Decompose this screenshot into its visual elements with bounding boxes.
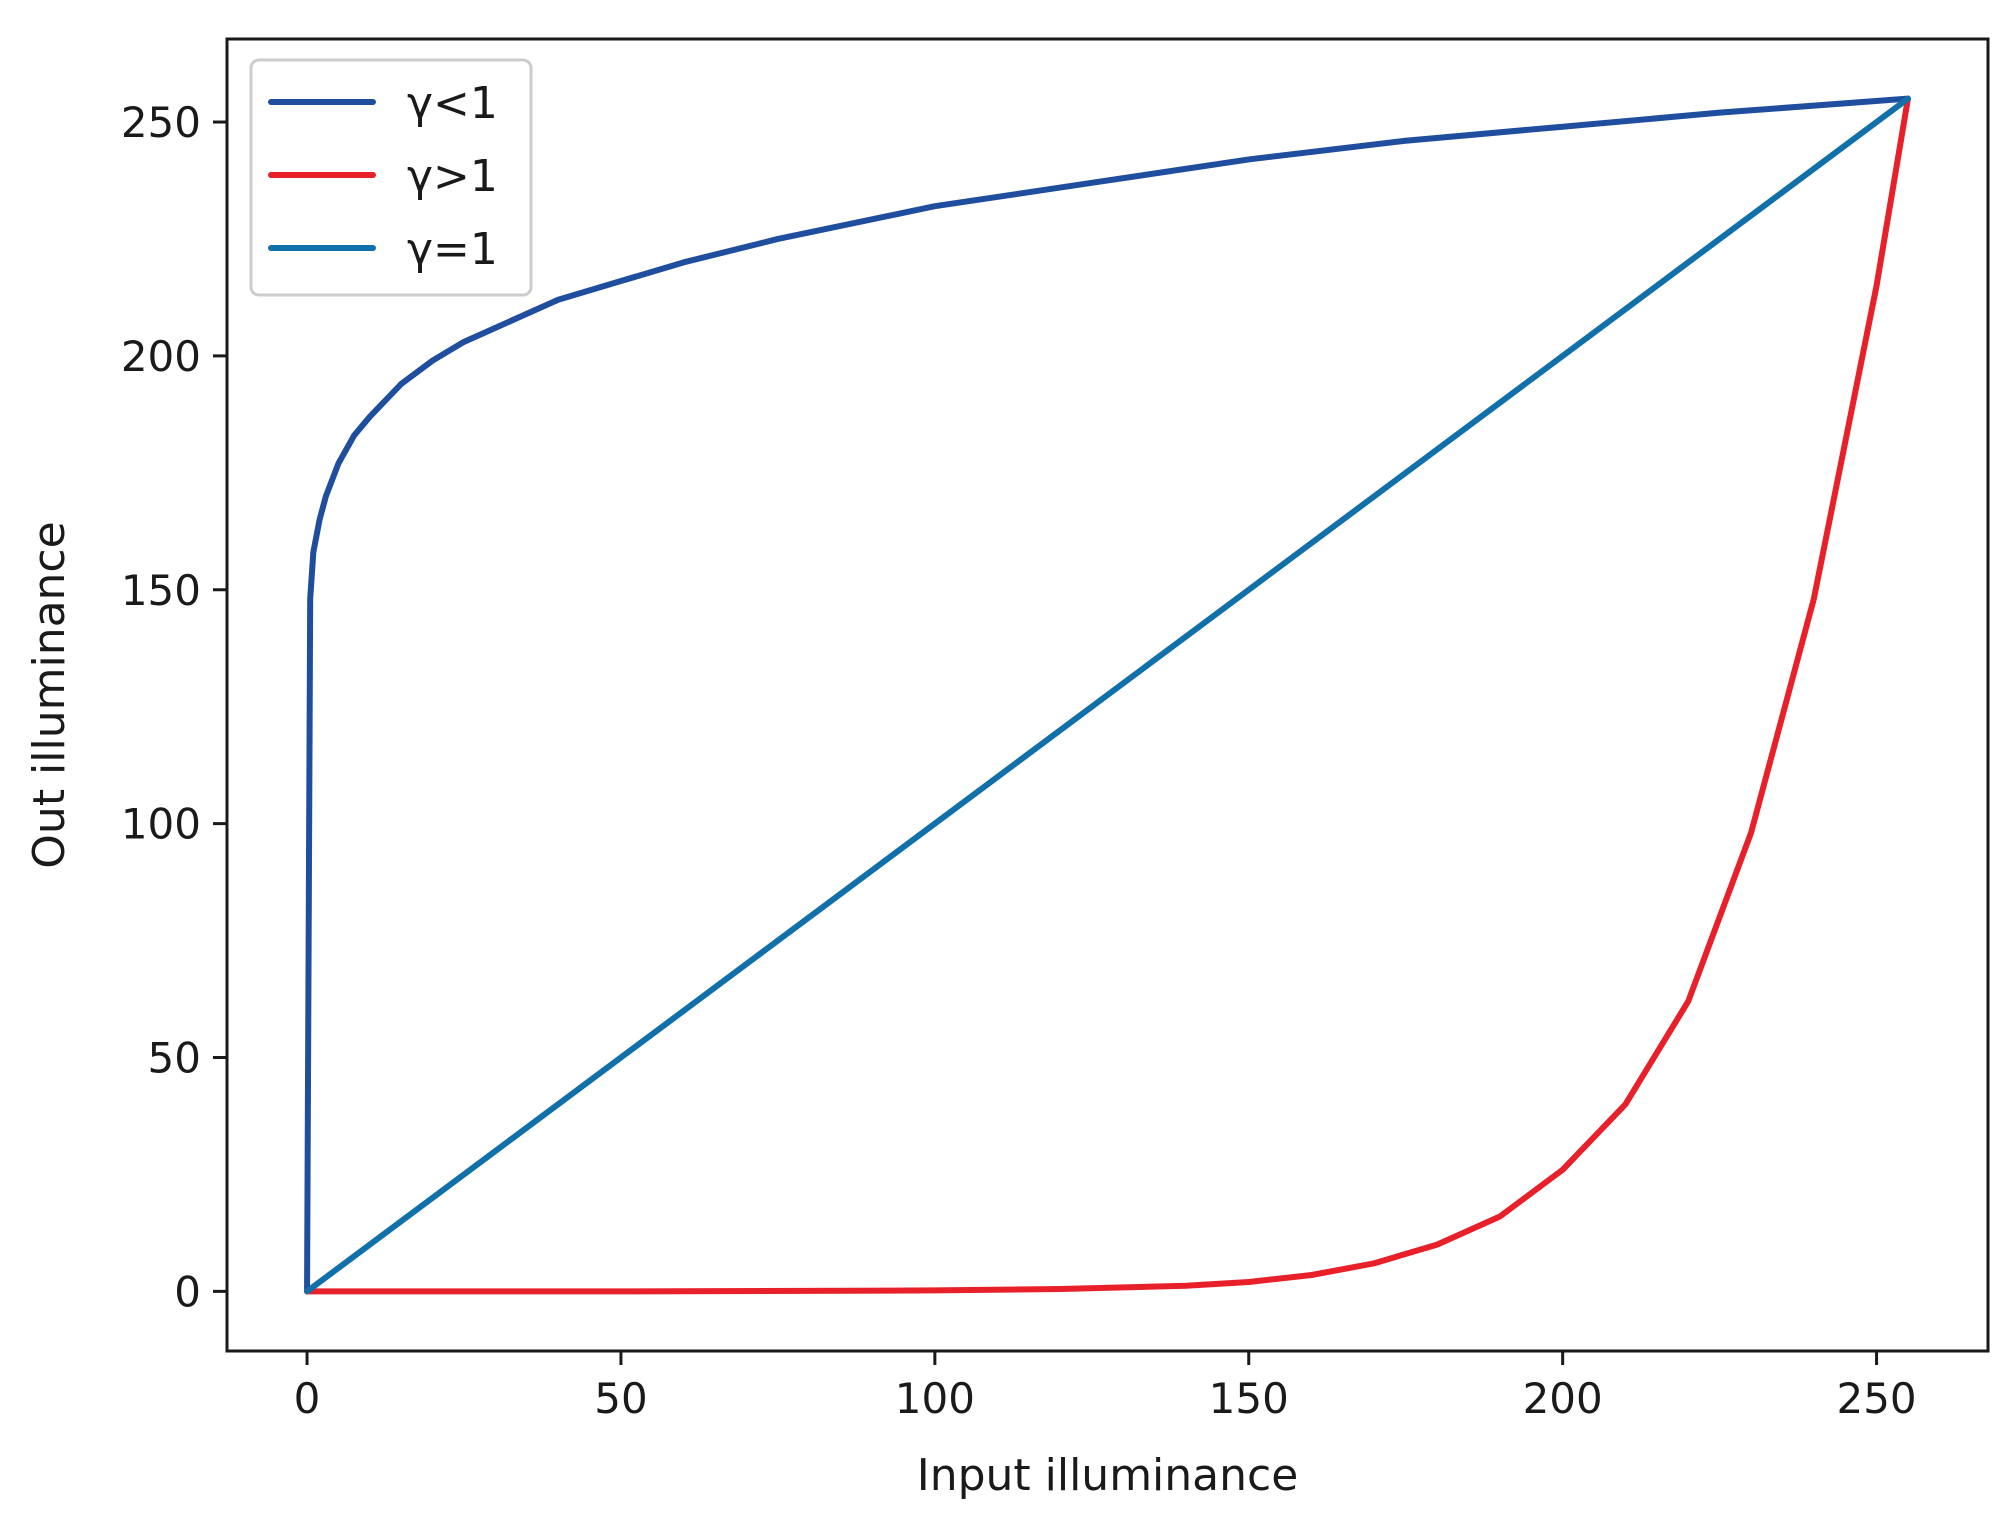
x-axis: 0 50 100 150 200 250 (294, 1351, 1917, 1423)
legend-box (249, 58, 533, 297)
plot-frame (225, 37, 1990, 1353)
series-line-1 (304, 95, 1911, 1295)
series-layer (304, 95, 1911, 1295)
y-tick-label: 200 (121, 332, 201, 381)
y-tick-label: 50 (148, 1033, 201, 1082)
y-tick-label: 100 (121, 800, 201, 849)
legend: γ<1 γ>1 γ=1 (249, 58, 533, 297)
x-axis-title: Input illuminance (917, 1450, 1299, 1501)
legend-label: γ>1 (407, 151, 498, 202)
legend-label: γ<1 (407, 78, 498, 129)
x-tick-label: 50 (594, 1374, 647, 1423)
x-tick-label: 250 (1836, 1374, 1916, 1423)
x-tick-label: 150 (1209, 1374, 1289, 1423)
y-axis-title: Out illuminance (24, 521, 75, 868)
y-tick-label: 150 (121, 566, 201, 615)
x-tick-label: 0 (294, 1374, 321, 1423)
x-tick-label: 200 (1523, 1374, 1603, 1423)
x-tick-label: 100 (895, 1374, 975, 1423)
series-line-3 (304, 95, 1911, 1295)
y-axis: 0 50 100 150 200 250 (121, 98, 227, 1316)
series-line-2 (304, 95, 1911, 1295)
y-tick-label: 0 (174, 1267, 201, 1316)
y-tick-label: 250 (121, 98, 201, 147)
legend-label: γ=1 (407, 224, 498, 275)
